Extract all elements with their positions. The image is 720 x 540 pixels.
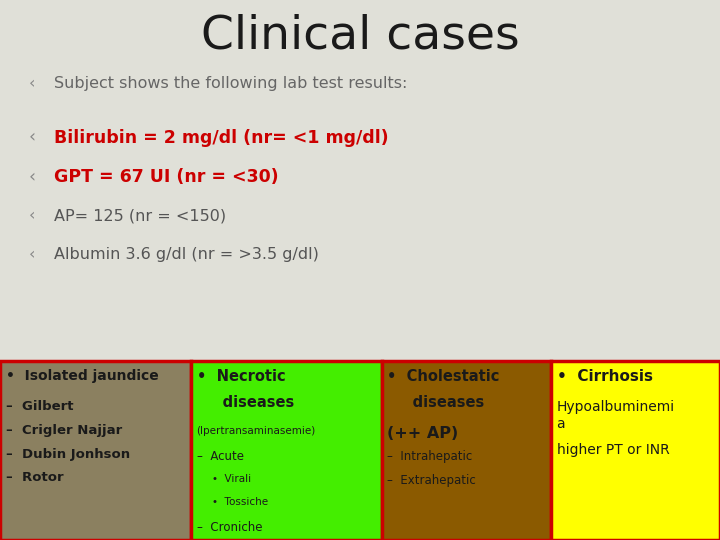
Text: –  Gilbert: – Gilbert	[6, 400, 73, 413]
Text: –  Acute: – Acute	[197, 450, 243, 463]
Text: •  Tossiche: • Tossiche	[212, 497, 269, 508]
Text: •  Cirrhosis: • Cirrhosis	[557, 369, 652, 384]
Text: Albumin 3.6 g/dl (nr = >3.5 g/dl): Albumin 3.6 g/dl (nr = >3.5 g/dl)	[54, 247, 319, 262]
Text: •  Isolated jaundice: • Isolated jaundice	[6, 369, 158, 383]
Text: ‹: ‹	[29, 168, 36, 186]
Text: –  Croniche: – Croniche	[197, 521, 262, 534]
FancyBboxPatch shape	[191, 361, 382, 540]
Text: •  Cholestatic: • Cholestatic	[387, 369, 500, 384]
Text: –  Dubin Jonhson: – Dubin Jonhson	[6, 448, 130, 461]
FancyBboxPatch shape	[382, 361, 551, 540]
Text: –  Rotor: – Rotor	[6, 471, 63, 484]
Text: Bilirubin = 2 mg/dl (nr= <1 mg/dl): Bilirubin = 2 mg/dl (nr= <1 mg/dl)	[54, 129, 389, 147]
FancyBboxPatch shape	[0, 361, 191, 540]
Text: higher PT or INR: higher PT or INR	[557, 443, 670, 457]
FancyBboxPatch shape	[551, 361, 720, 540]
Text: (Ipertransaminasemie): (Ipertransaminasemie)	[197, 426, 316, 436]
Text: (++ AP): (++ AP)	[387, 426, 459, 441]
Text: –  Intrahepatic: – Intrahepatic	[387, 450, 472, 463]
Text: ‹: ‹	[29, 247, 36, 262]
Text: diseases: diseases	[387, 395, 485, 410]
Text: ‹: ‹	[29, 129, 36, 147]
Text: diseases: diseases	[197, 395, 294, 410]
Text: Subject shows the following lab test results:: Subject shows the following lab test res…	[54, 76, 408, 91]
Text: –  Crigler Najjar: – Crigler Najjar	[6, 424, 122, 437]
Text: •  Virali: • Virali	[212, 474, 251, 484]
Text: AP= 125 (nr = <150): AP= 125 (nr = <150)	[54, 208, 226, 224]
Text: ‹: ‹	[29, 76, 36, 91]
Text: ‹: ‹	[29, 208, 36, 224]
Text: •  Necrotic: • Necrotic	[197, 369, 285, 384]
Text: –  Extrahepatic: – Extrahepatic	[387, 474, 476, 487]
Text: Hypoalbuminemi
a: Hypoalbuminemi a	[557, 400, 675, 431]
Text: GPT = 67 UI (nr = <30): GPT = 67 UI (nr = <30)	[54, 168, 279, 186]
Text: Clinical cases: Clinical cases	[201, 14, 519, 58]
